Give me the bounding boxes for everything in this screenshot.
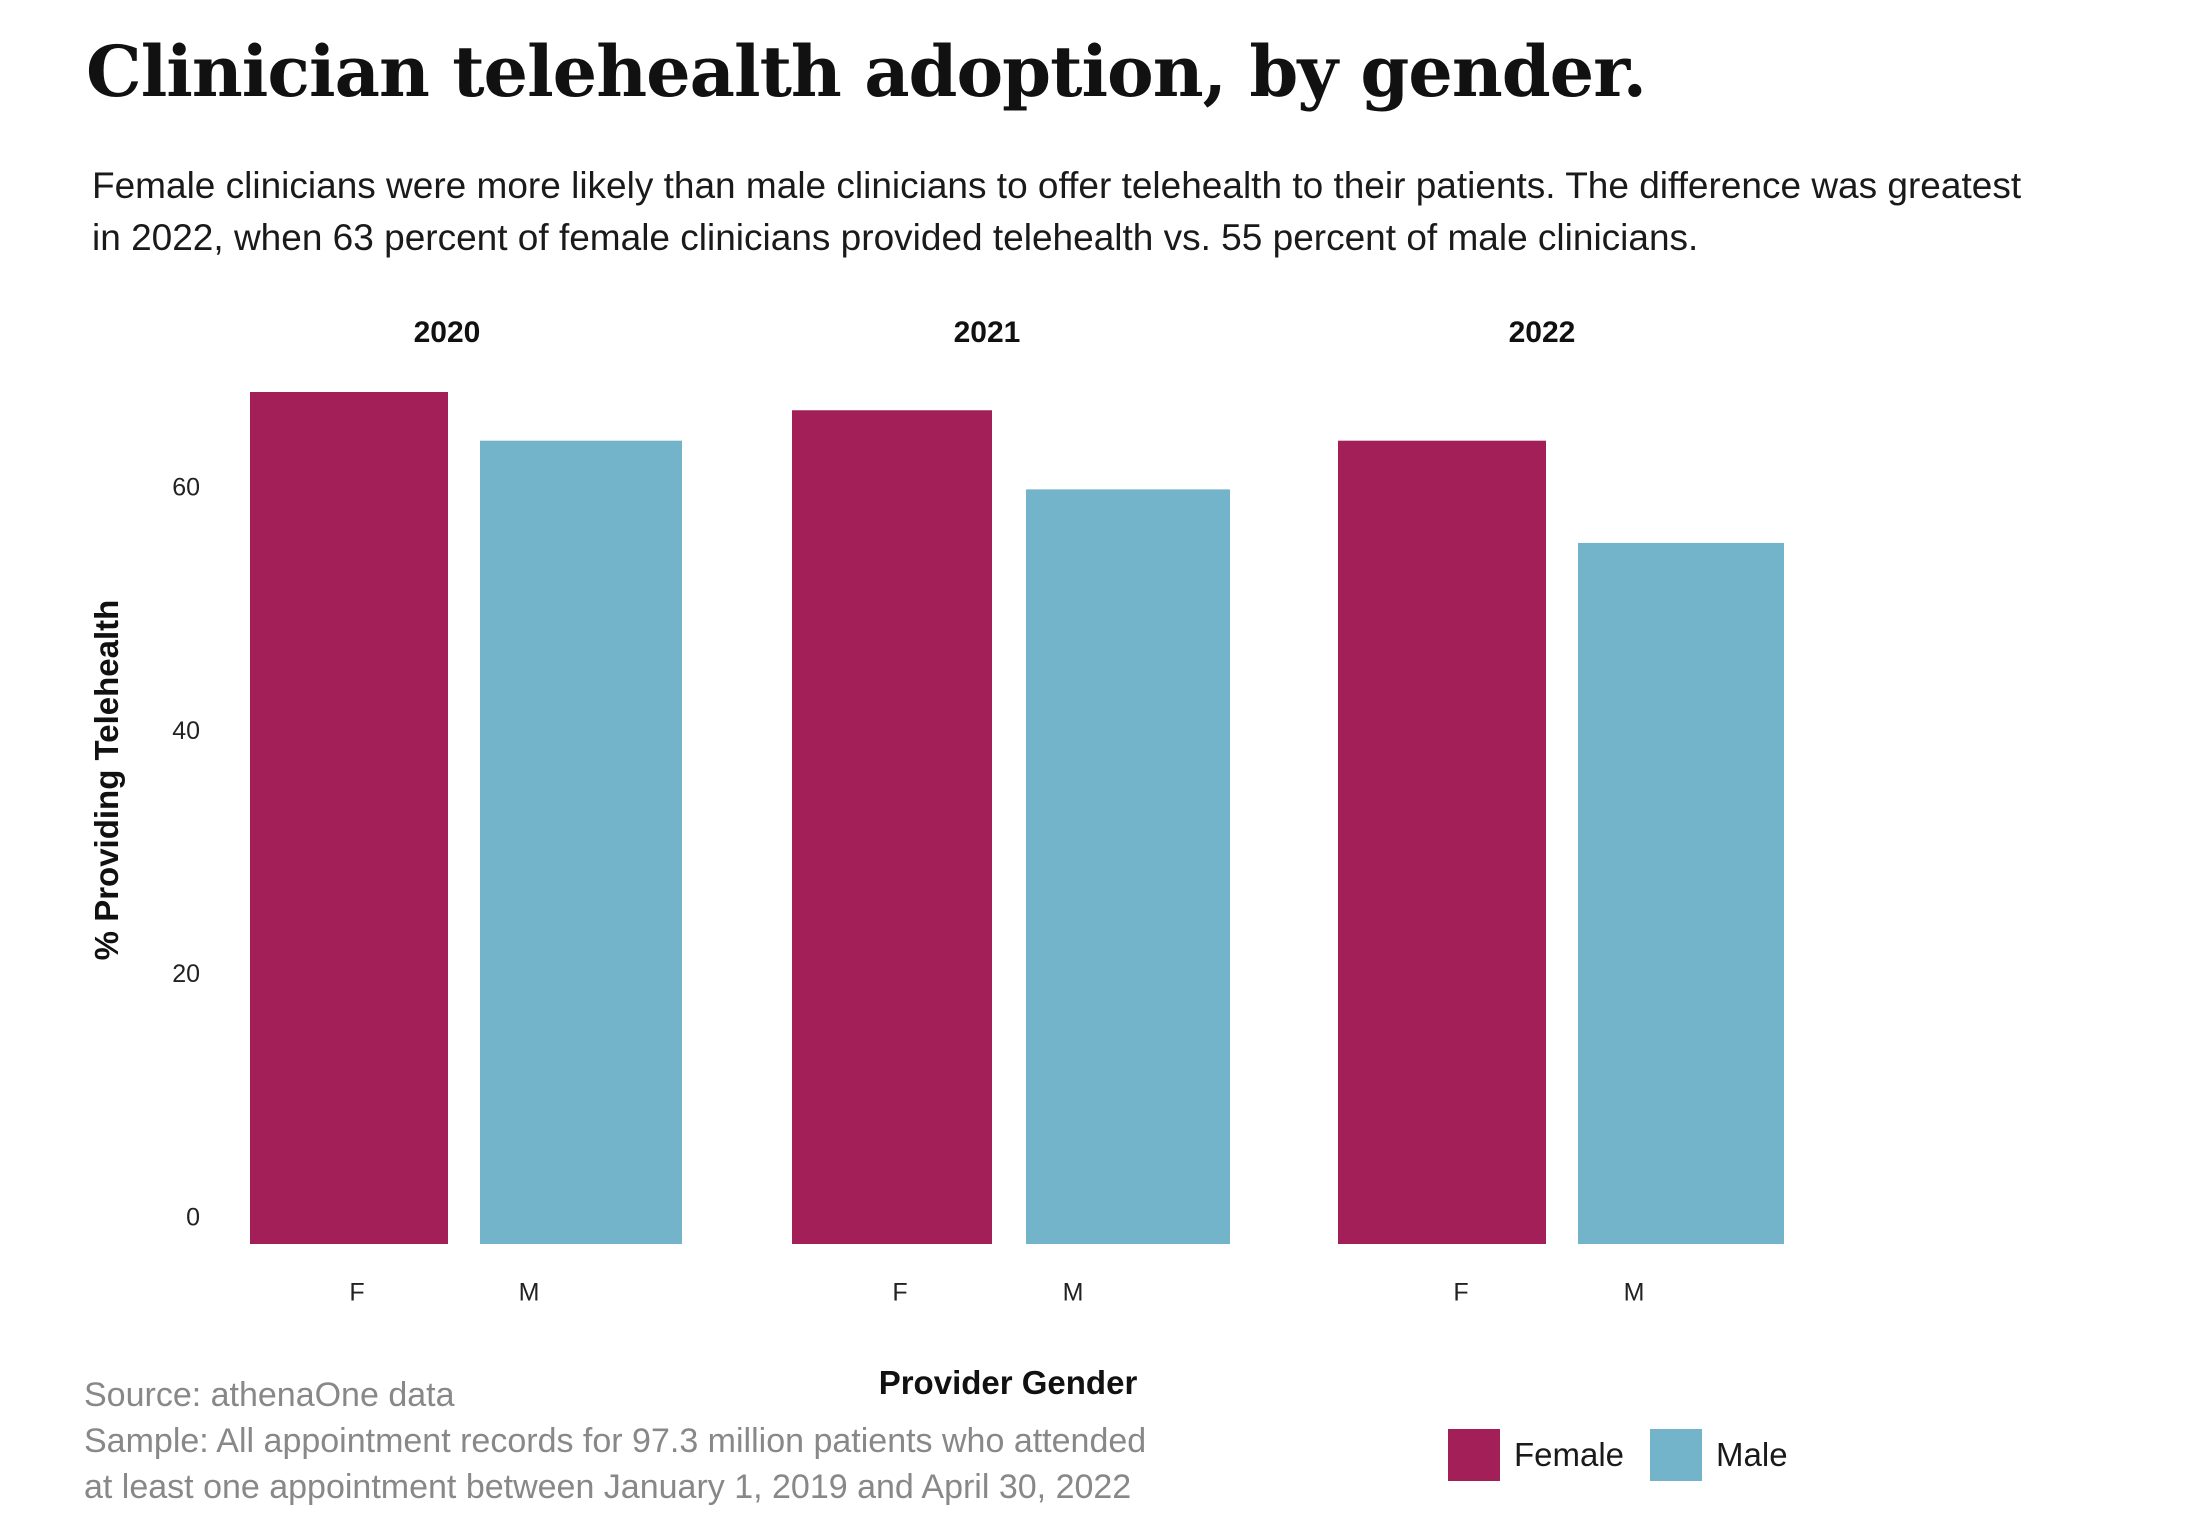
- chart-title: Clinician telehealth adoption, by gender…: [86, 30, 1647, 113]
- y-tick-label: 0: [186, 1204, 200, 1232]
- bar-2022-F: [1338, 440, 1546, 1245]
- legend-item-male: Male: [1650, 1429, 1788, 1481]
- y-tick-label: 20: [172, 960, 200, 988]
- y-tick-label: 40: [172, 717, 200, 745]
- sample-note-line-2: at least one appointment between January…: [84, 1468, 1132, 1506]
- legend-label-male: Male: [1716, 1436, 1788, 1473]
- bar-2021-M: [1026, 489, 1230, 1244]
- legend-swatch-female: [1448, 1429, 1500, 1481]
- bar-2022-M: [1578, 542, 1784, 1244]
- x-axis-title: Provider Gender: [879, 1364, 1138, 1401]
- facet-label-2021: 2021: [954, 316, 1021, 349]
- sample-note-line-1: Sample: All appointment records for 97.3…: [84, 1422, 1147, 1460]
- bar-2021-F: [792, 410, 992, 1244]
- bar-2020-M: [480, 440, 682, 1245]
- x-tick-label: M: [1063, 1279, 1084, 1307]
- x-tick-label: M: [1624, 1279, 1645, 1307]
- x-tick-label: F: [892, 1279, 907, 1307]
- legend: Female Male: [1448, 1428, 1814, 1482]
- source-note: Source: athenaOne data: [84, 1376, 455, 1414]
- y-axis-title: % Providing Telehealth: [88, 600, 125, 961]
- y-tick-label: 60: [172, 473, 200, 501]
- chart-subtitle: Female clinicians were more likely than …: [92, 165, 2022, 258]
- x-tick-label: F: [1453, 1279, 1468, 1307]
- x-tick-label: M: [519, 1279, 540, 1307]
- legend-label-female: Female: [1514, 1436, 1625, 1473]
- bar-2020-F: [250, 392, 448, 1244]
- facet-label-2020: 2020: [414, 316, 481, 349]
- x-tick-label: F: [349, 1279, 364, 1307]
- footer-notes: Source: athenaOne data Sample: All appoi…: [84, 1372, 1284, 1510]
- legend-swatch-male: [1650, 1429, 1703, 1481]
- legend-item-female: Female: [1448, 1429, 1624, 1481]
- facet-label-2022: 2022: [1509, 316, 1576, 349]
